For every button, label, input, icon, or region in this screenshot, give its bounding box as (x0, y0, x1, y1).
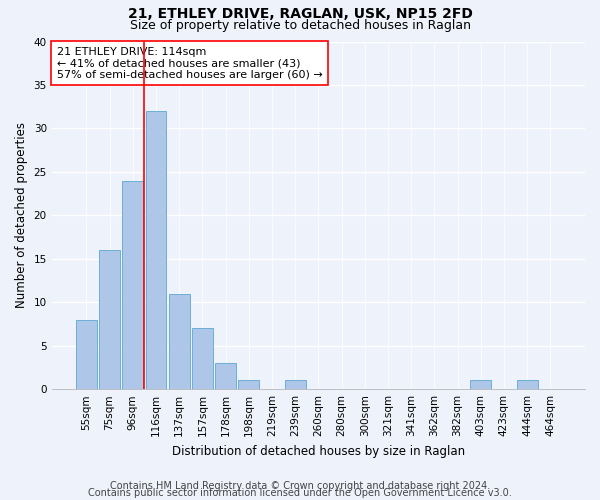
Bar (284, 380, 305, 389)
Y-axis label: Number of detached properties: Number of detached properties (15, 122, 28, 308)
Bar (122, 180, 143, 389)
Bar (99, 250, 120, 389)
Text: Contains HM Land Registry data © Crown copyright and database right 2024.: Contains HM Land Registry data © Crown c… (110, 481, 490, 491)
Bar (517, 380, 538, 389)
Text: 21, ETHLEY DRIVE, RAGLAN, USK, NP15 2FD: 21, ETHLEY DRIVE, RAGLAN, USK, NP15 2FD (128, 8, 472, 22)
Text: 21 ETHLEY DRIVE: 114sqm
← 41% of detached houses are smaller (43)
57% of semi-de: 21 ETHLEY DRIVE: 114sqm ← 41% of detache… (57, 46, 323, 80)
Bar (192, 328, 213, 389)
Bar (146, 111, 166, 389)
Text: Contains public sector information licensed under the Open Government Licence v3: Contains public sector information licen… (88, 488, 512, 498)
Bar (76, 320, 97, 389)
Bar (238, 380, 259, 389)
Bar (470, 380, 491, 389)
Text: Size of property relative to detached houses in Raglan: Size of property relative to detached ho… (130, 18, 470, 32)
Bar (169, 294, 190, 389)
Bar (215, 363, 236, 389)
X-axis label: Distribution of detached houses by size in Raglan: Distribution of detached houses by size … (172, 444, 465, 458)
